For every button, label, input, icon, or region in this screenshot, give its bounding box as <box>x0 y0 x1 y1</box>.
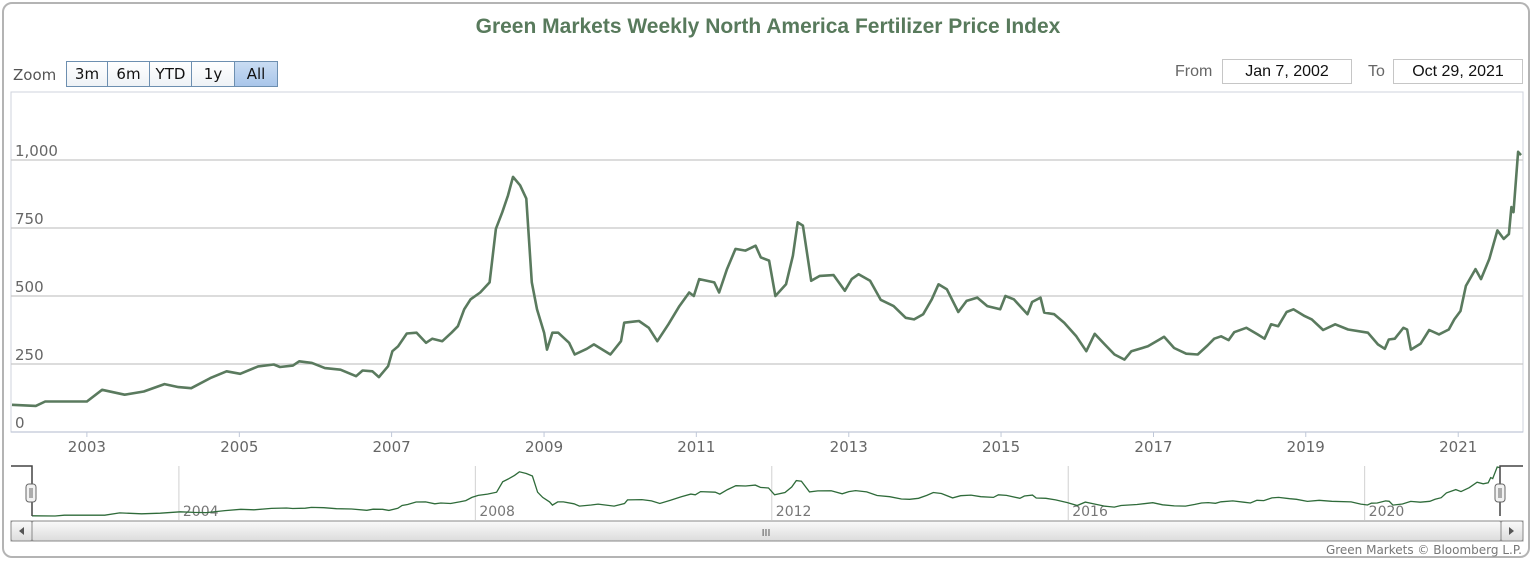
navigator-left-handle[interactable] <box>25 483 37 503</box>
to-date-input[interactable]: Oct 29, 2021 <box>1393 59 1523 84</box>
arrow-right-icon <box>1509 527 1514 535</box>
zoom-1y-button[interactable]: 1y <box>192 62 235 86</box>
zoom-ytd-button[interactable]: YTD <box>150 62 192 86</box>
to-label: To <box>1368 63 1385 80</box>
y-tick-label: 750 <box>15 210 44 228</box>
arrow-left-icon <box>19 527 24 535</box>
navigator-tick-label: 2016 <box>1072 504 1108 520</box>
x-tick-label: 2003 <box>68 438 106 456</box>
scroll-right-button[interactable] <box>1500 520 1524 542</box>
navigator-outline <box>11 465 1523 516</box>
from-label: From <box>1175 63 1213 80</box>
navigator-tick-label: 2008 <box>479 504 515 520</box>
zoom-all-button[interactable]: All <box>235 62 277 86</box>
navigator-tick-label: 2012 <box>776 504 812 520</box>
zoom-button-group: 3m 6m YTD 1y All <box>66 61 278 87</box>
y-tick-label: 500 <box>15 278 44 296</box>
navigator-right-handle[interactable] <box>1494 483 1506 503</box>
x-tick-label: 2011 <box>677 438 715 456</box>
series-line <box>11 150 1522 408</box>
zoom-3m-button[interactable]: 3m <box>67 62 108 86</box>
chart-title: Green Markets Weekly North America Ferti… <box>475 15 1061 38</box>
chart-container <box>2 2 1530 558</box>
zoom-label: Zoom <box>13 66 57 84</box>
x-tick-label: 2015 <box>982 438 1020 456</box>
y-tick-label: 250 <box>15 346 44 364</box>
scrollbar-grip-icon: III <box>762 528 771 539</box>
x-tick-label: 2007 <box>373 438 411 456</box>
x-tick-label: 2013 <box>830 438 868 456</box>
scroll-left-button[interactable] <box>10 520 33 542</box>
x-tick-label: 2005 <box>220 438 258 456</box>
from-date-input[interactable]: Jan 7, 2002 <box>1222 59 1352 84</box>
plot-area <box>10 91 1524 433</box>
navigator-series-line <box>31 466 1501 517</box>
y-tick-label: 0 <box>15 414 25 432</box>
x-tick-label: 2019 <box>1287 438 1325 456</box>
x-tick-label: 2021 <box>1439 438 1477 456</box>
x-tick-label: 2017 <box>1134 438 1172 456</box>
x-tick-label: 2009 <box>525 438 563 456</box>
credit-text: Green Markets © Bloomberg L.P. <box>1325 543 1522 557</box>
zoom-6m-button[interactable]: 6m <box>108 62 150 86</box>
y-tick-label: 1,000 <box>15 142 58 160</box>
navigator-tick-label: 2020 <box>1369 504 1405 520</box>
